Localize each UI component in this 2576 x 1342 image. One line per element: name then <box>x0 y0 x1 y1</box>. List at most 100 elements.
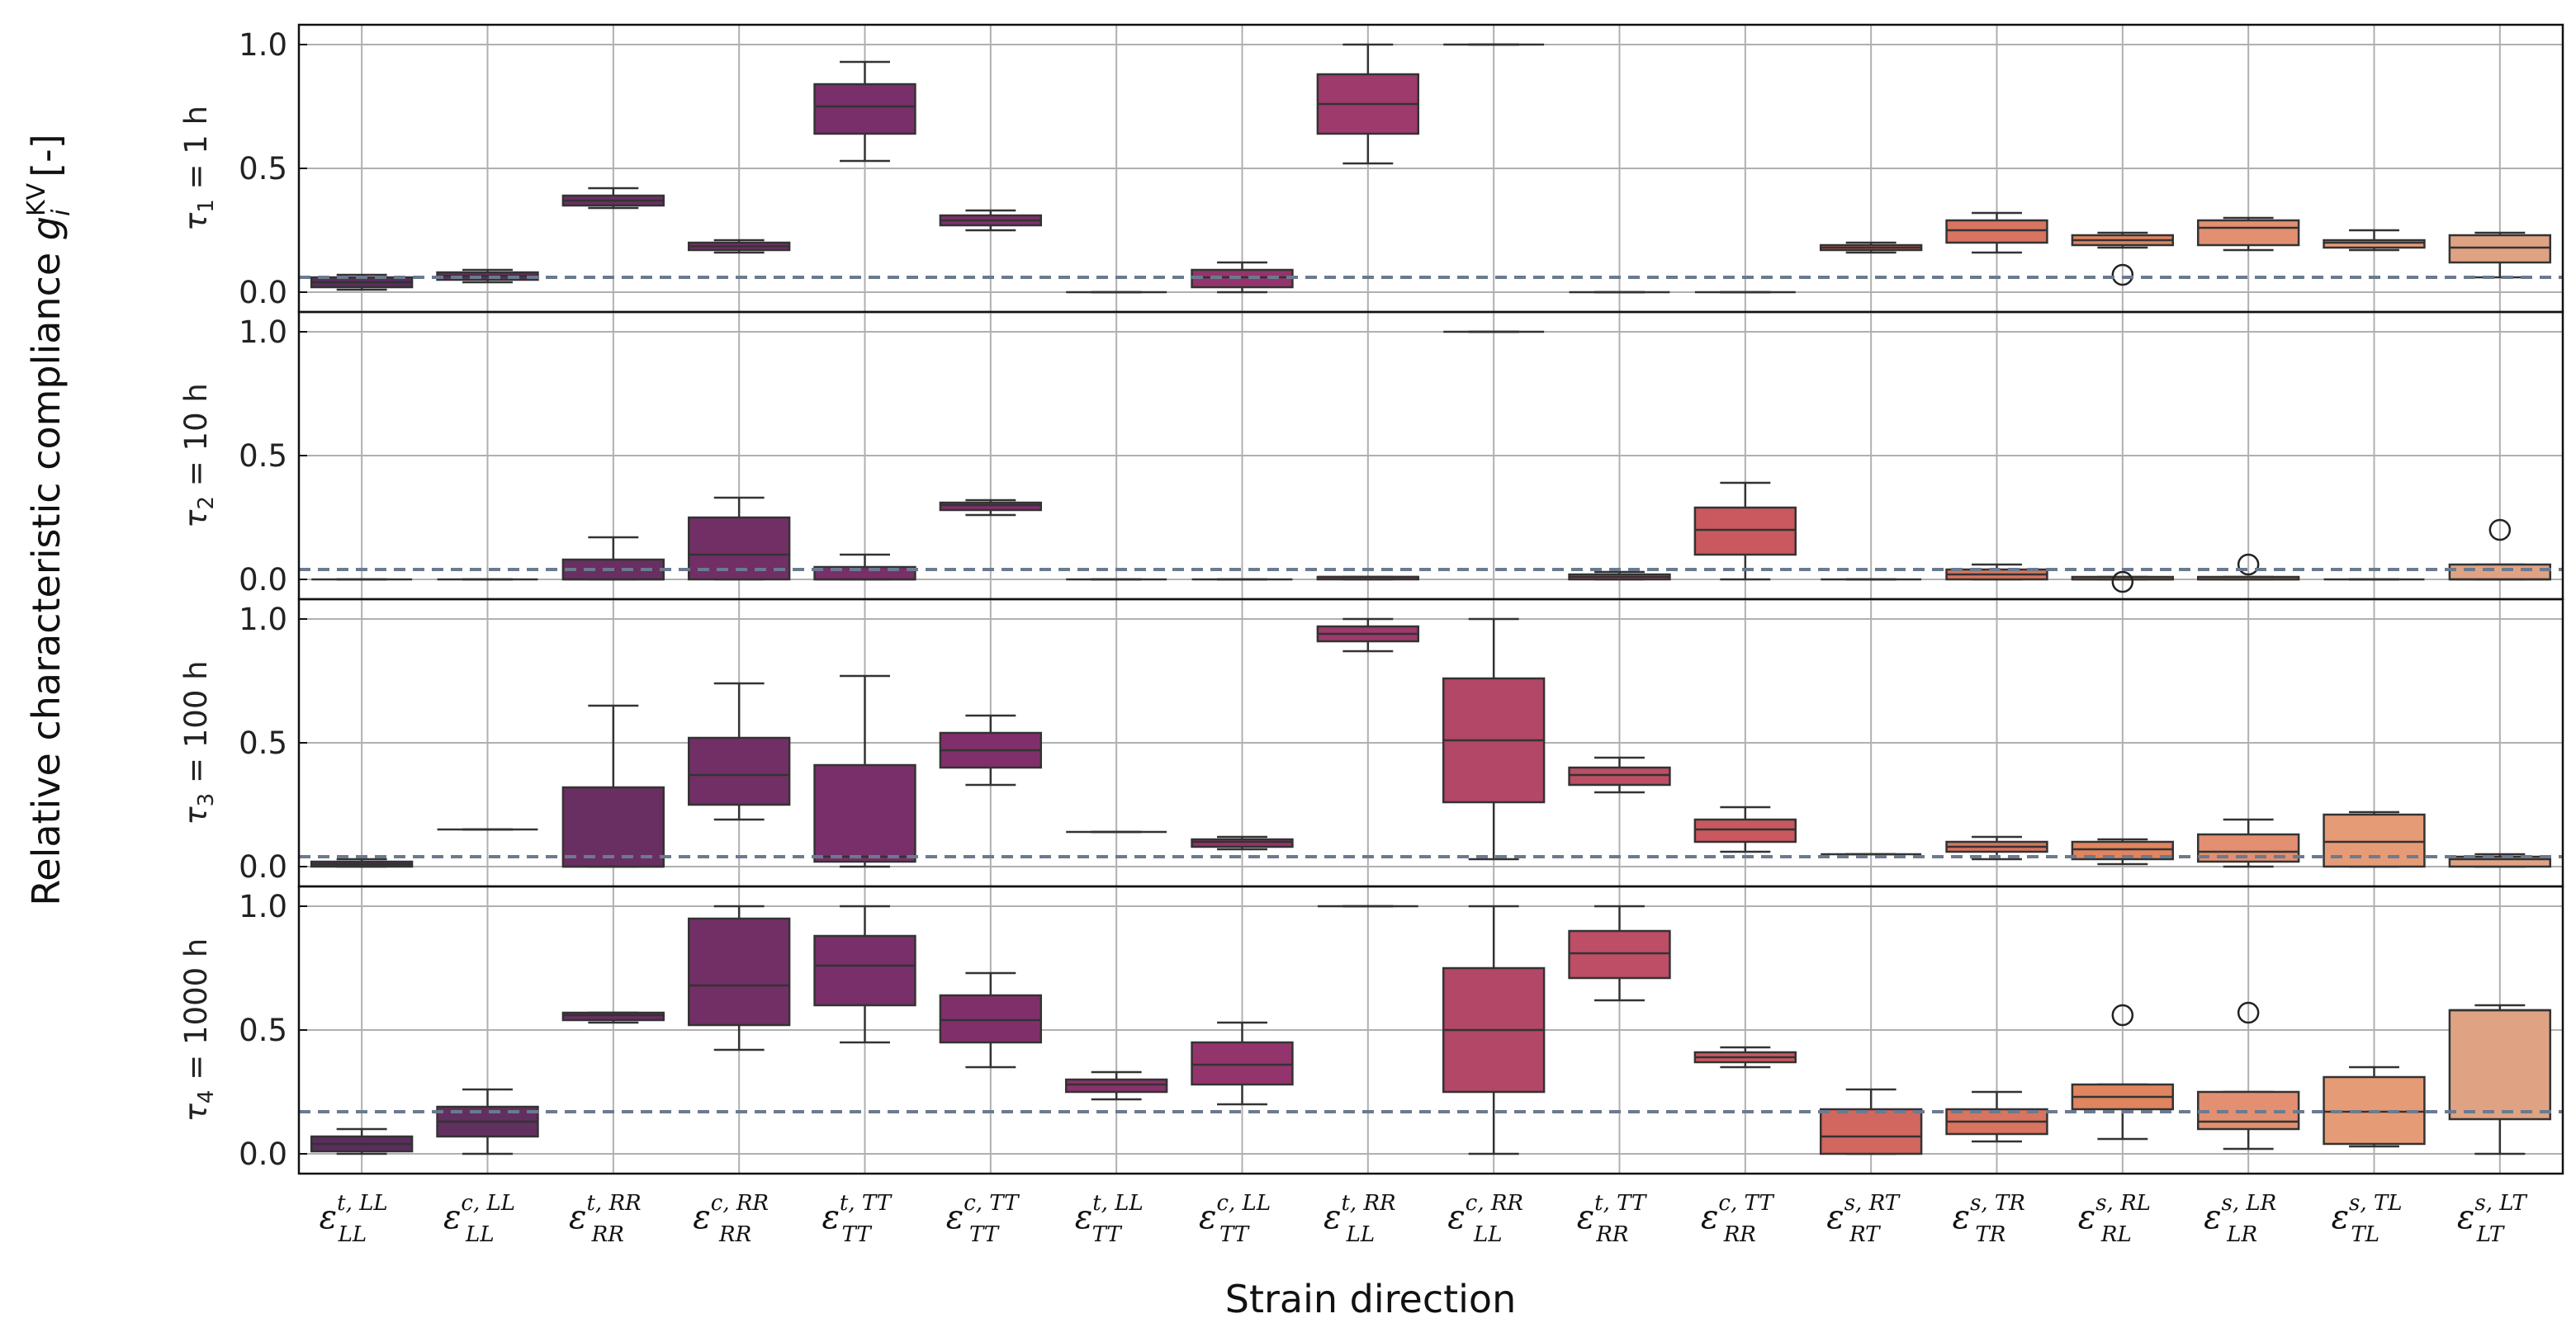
box-8 <box>1191 835 1294 851</box>
panel-3: 0.0 0.5 1.0 τ3 = 100 h <box>178 598 2564 888</box>
y-tick-label: 1.0 <box>239 27 287 63</box>
box-6 <box>939 714 1043 787</box>
box-13 <box>1819 241 1923 254</box>
box-body <box>1191 838 1294 848</box>
box-body <box>1945 219 2048 244</box>
box-body <box>561 1011 665 1022</box>
x-category-label: εt, LL TT <box>1075 1191 1143 1247</box>
box-5 <box>813 60 916 163</box>
box-6 <box>939 209 1043 232</box>
box-11 <box>1568 905 1671 1002</box>
box-body <box>1568 929 1671 980</box>
box-15 <box>2071 570 2175 593</box>
x-category-label: εt, RR RR <box>569 1191 642 1247</box>
x-category-label: εt, TT RR <box>1577 1191 1647 1247</box>
box-11 <box>1568 570 1671 581</box>
y-tick-label: 0.0 <box>239 275 287 310</box>
box-17 <box>2323 810 2426 868</box>
box-9 <box>1316 575 1420 581</box>
box-body <box>1693 506 1797 556</box>
box-body <box>813 83 916 135</box>
box-body <box>2448 563 2552 581</box>
box-body <box>687 917 791 1027</box>
box-body <box>2323 239 2426 249</box>
box-body <box>1693 818 1797 843</box>
x-category-label: εt, TT TT <box>822 1191 892 1247</box>
box-15 <box>2071 838 2175 866</box>
box-6 <box>939 971 1043 1069</box>
box-12 <box>1693 481 1797 581</box>
box-6 <box>939 499 1043 517</box>
box-body <box>2448 1009 2552 1121</box>
x-category-label: εs, TL TL <box>2332 1191 2402 1247</box>
box-body <box>1568 766 1671 787</box>
x-axis-title: Strain direction <box>1225 1277 1516 1321</box>
panel-4: 0.0 0.5 1.0 τ4 = 1000 h <box>178 885 2564 1175</box>
box-14 <box>1945 563 2048 581</box>
box-body <box>2448 234 2552 264</box>
box-16 <box>2196 818 2300 868</box>
box-16 <box>2196 553 2300 581</box>
box-5 <box>813 553 916 581</box>
y-tick-label: 1.0 <box>239 314 287 350</box>
y-tick-label: 0.0 <box>239 849 287 885</box>
outlier-point <box>2237 1001 2260 1024</box>
y-tick-label: 0.5 <box>239 1013 287 1048</box>
box-body <box>1819 1108 1923 1155</box>
y-tick-label: 1.0 <box>239 889 287 924</box>
x-category-label: εc, RR RR <box>693 1191 769 1247</box>
box-15 <box>2071 1004 2175 1141</box>
outlier-point <box>2111 263 2134 286</box>
box-body <box>939 501 1043 512</box>
box-10 <box>1442 617 1546 861</box>
x-category-label: εt, LL LL <box>320 1191 388 1247</box>
y-tick-label: 1.0 <box>239 602 287 637</box>
box-15 <box>2071 231 2175 286</box>
box-18 <box>2448 231 2552 279</box>
box-9 <box>1316 617 1420 653</box>
box-14 <box>1945 1090 2048 1143</box>
x-category-label: εc, RR LL <box>1447 1191 1523 1247</box>
x-category-label: εs, RL RL <box>2078 1191 2151 1247</box>
box-9 <box>1316 43 1420 165</box>
box-16 <box>2196 216 2300 252</box>
box-body <box>813 763 916 863</box>
x-category-label: εs, LT LT <box>2457 1191 2527 1247</box>
box-body <box>2323 813 2426 868</box>
box-12 <box>1693 1046 1797 1069</box>
box-3 <box>561 704 665 868</box>
y-tick-label: 0.5 <box>239 725 287 761</box>
x-category-label: εt, RR LL <box>1324 1191 1396 1247</box>
box-17 <box>2323 1066 2426 1148</box>
outlier-point <box>2111 570 2134 593</box>
y-tick-label: 0.5 <box>239 438 287 474</box>
x-category-label: εc, TT TT <box>946 1191 1020 1247</box>
box-body <box>2071 840 2175 861</box>
panels-layer: 0.00.51.0τ1 = 1 h0.00.51.0τ2 = 10 h0.00.… <box>178 23 2564 1175</box>
y-tick-label: 0.0 <box>239 562 287 598</box>
box-body <box>687 736 791 806</box>
panel-label: τ1 = 1 h <box>178 106 219 231</box>
x-category-label: εs, LR LR <box>2204 1191 2276 1247</box>
box-1 <box>310 1127 414 1155</box>
x-category-label: εc, TT RR <box>1701 1191 1774 1247</box>
x-category-labels: εt, LL LL εc, LL LL εt, RR RR εc, RR RR εt, TT TT… <box>320 1191 2528 1247</box>
box-12 <box>1693 806 1797 853</box>
box-17 <box>2323 229 2426 252</box>
box-body <box>1064 1078 1168 1094</box>
panel-label: τ3 = 100 h <box>178 660 219 825</box>
box-18 <box>2448 1004 2552 1155</box>
box-body <box>561 786 665 868</box>
outlier-point <box>2237 553 2260 576</box>
x-category-label: εc, LL LL <box>443 1191 515 1247</box>
y-tick-label: 0.5 <box>239 151 287 187</box>
box-4 <box>687 496 791 581</box>
box-11 <box>1568 756 1671 794</box>
box-8 <box>1191 1021 1294 1106</box>
box-body <box>813 934 916 1007</box>
box-18 <box>2448 853 2552 868</box>
box-14 <box>1945 835 2048 861</box>
box-body <box>1191 1041 1294 1086</box>
box-1 <box>310 273 414 291</box>
